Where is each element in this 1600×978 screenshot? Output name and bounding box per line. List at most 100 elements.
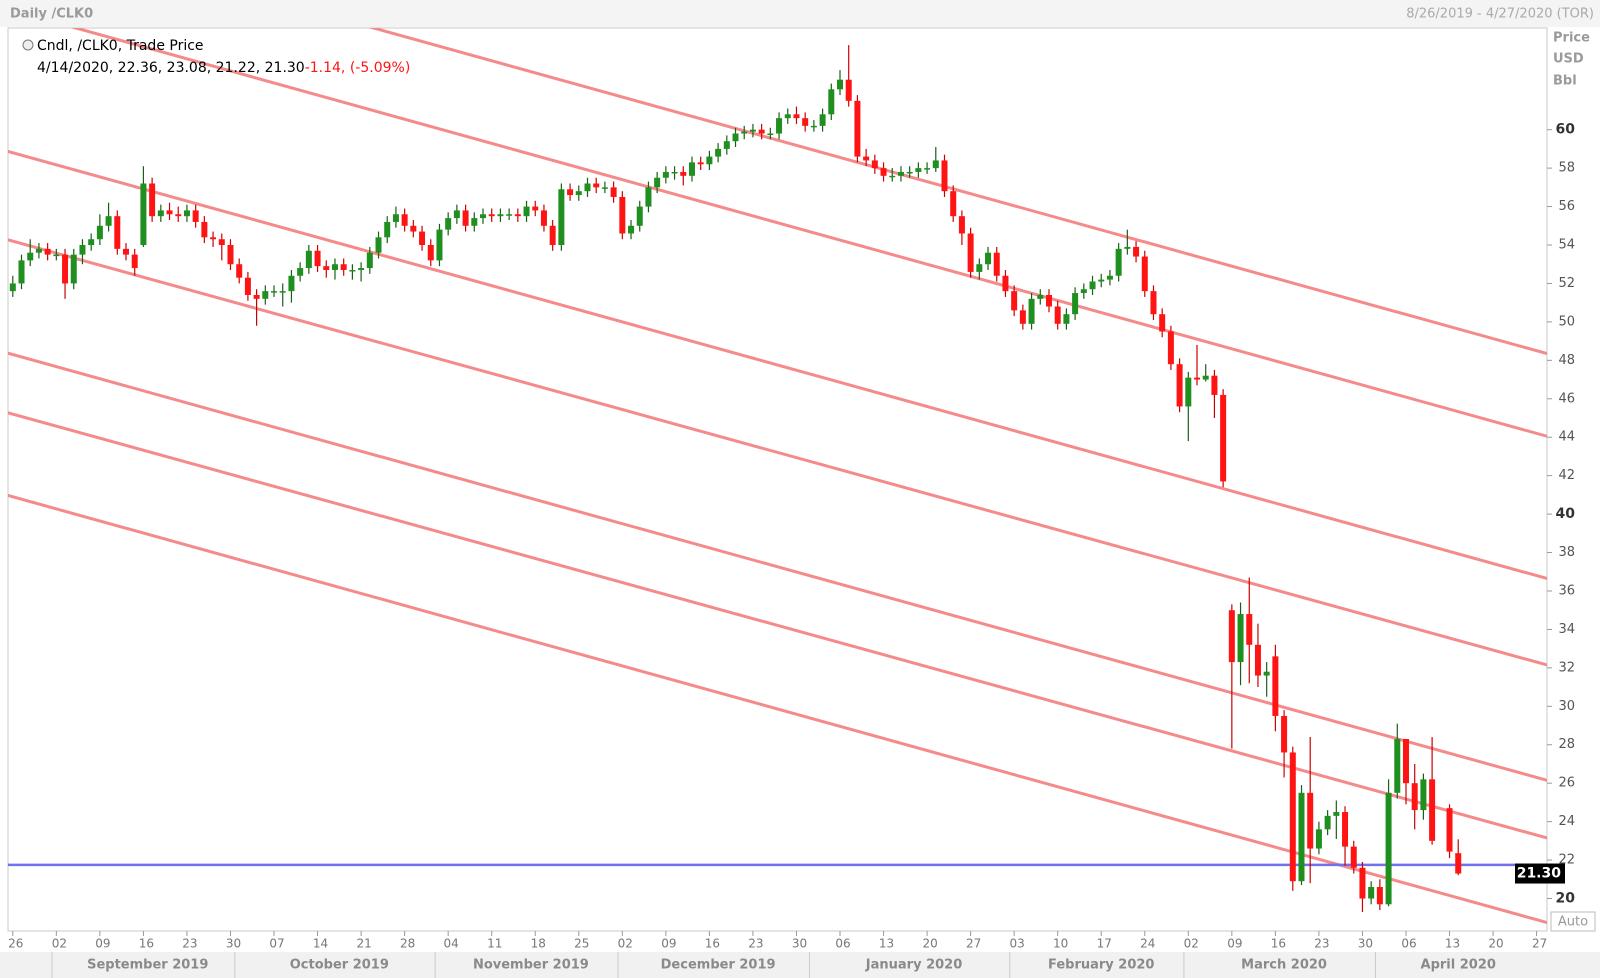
candle-body	[262, 291, 269, 299]
legend-ohlc: 4/14/2020, 22.36, 23.08, 21.22, 21.30	[37, 60, 305, 76]
y-tick-label: 48	[1558, 353, 1575, 368]
candle-body	[288, 275, 295, 292]
header-range: 8/26/2019 - 4/27/2020 (TOR)	[1406, 7, 1594, 22]
candle-body	[1150, 291, 1157, 315]
candle-body	[497, 214, 504, 217]
candle-body	[166, 210, 173, 215]
candle-body	[1359, 867, 1366, 899]
candle-body	[1133, 246, 1140, 257]
candle-body	[514, 214, 521, 217]
y-tick-label: 38	[1558, 545, 1575, 560]
x-tick-label: 09	[95, 937, 110, 951]
y-tick-label: 46	[1558, 391, 1575, 406]
candle-body	[1072, 293, 1079, 315]
x-tick-label: 13	[1445, 937, 1460, 951]
candle-body	[549, 225, 556, 246]
x-tick-label: 07	[269, 937, 284, 951]
candle-body	[114, 216, 121, 249]
candle-body	[1028, 298, 1035, 324]
candle-body	[741, 131, 748, 134]
candle-body	[1194, 377, 1201, 380]
candle-body	[297, 268, 304, 276]
candle-body	[1281, 715, 1288, 753]
candle-body	[218, 239, 225, 246]
trendline	[8, 149, 1547, 581]
trendline	[8, 493, 1547, 925]
candle-body	[105, 216, 112, 226]
candle-body	[680, 171, 687, 176]
y-tick-label: 30	[1558, 699, 1575, 714]
candle-body	[401, 214, 408, 226]
x-tick-label: 23	[1314, 937, 1329, 951]
y-tick-label: 58	[1558, 161, 1575, 176]
auto-button[interactable]	[1550, 911, 1596, 932]
trendline	[70, 28, 1547, 438]
candle-body	[802, 118, 809, 126]
y-tick-label: 26	[1558, 776, 1575, 791]
candle-body	[1455, 853, 1462, 874]
last-price-box	[1515, 863, 1565, 884]
y-tick-label: 42	[1558, 468, 1575, 483]
x-tick-label: 23	[182, 937, 197, 951]
candle-body	[1429, 779, 1436, 841]
candle-body	[758, 129, 765, 134]
candle-body	[88, 239, 95, 246]
candle-body	[436, 229, 443, 261]
auto-button-label[interactable]: Auto	[1558, 915, 1588, 930]
x-tick-label: 26	[8, 937, 23, 951]
candle-body	[445, 218, 452, 230]
legend-icon[interactable]	[22, 39, 34, 51]
candle-body	[480, 214, 487, 219]
candle-body	[358, 268, 365, 270]
month-label: November 2019	[473, 958, 589, 973]
x-tick-label: 21	[356, 937, 371, 951]
candle-body	[1176, 364, 1183, 407]
candle-body	[1080, 289, 1087, 294]
candle-body	[732, 133, 739, 142]
candle-body	[201, 221, 208, 238]
candle-body	[1124, 246, 1131, 249]
candle-body	[131, 254, 138, 269]
candle-body	[349, 269, 356, 272]
x-tick-label: 16	[139, 937, 154, 951]
candle-body	[1402, 738, 1409, 784]
candle-body	[1385, 792, 1392, 905]
candle-body	[837, 79, 844, 90]
y-tick-label: 20	[1556, 891, 1576, 907]
candle-body	[1019, 310, 1026, 324]
candle-body	[967, 233, 974, 272]
candle-body	[1098, 279, 1105, 282]
candle-body	[558, 189, 565, 246]
month-label: March 2020	[1241, 958, 1327, 973]
x-tick-label: 18	[531, 937, 546, 951]
candle-body	[236, 264, 243, 278]
x-tick-label: 17	[1097, 937, 1112, 951]
candle-body	[244, 277, 251, 295]
candle-body	[932, 160, 939, 169]
y-tick-label: 36	[1558, 583, 1575, 598]
candle-body	[567, 189, 574, 196]
candle-body	[1063, 314, 1070, 324]
candle-body	[1228, 610, 1235, 663]
candle-body	[1037, 294, 1044, 299]
axis-label: Bbl	[1553, 74, 1577, 89]
y-tick-label: 44	[1558, 430, 1575, 445]
candle-body	[210, 237, 217, 240]
x-tick-label: 14	[313, 937, 328, 951]
candle-body	[314, 250, 321, 267]
candle-body	[1394, 738, 1401, 793]
candle-body	[149, 183, 156, 217]
candle-body	[419, 231, 426, 246]
candle-body	[375, 237, 382, 253]
x-tick-label: 20	[922, 937, 937, 951]
candle-body	[410, 225, 417, 232]
x-tick-label: 11	[487, 937, 502, 951]
header-bar	[0, 0, 1600, 27]
candle-body	[253, 294, 260, 299]
candle-body	[453, 210, 460, 219]
candle-body	[462, 210, 469, 226]
x-tick-label: 30	[226, 937, 241, 951]
x-tick-label: 09	[661, 937, 676, 951]
candle-body	[1054, 306, 1061, 324]
candle-body	[1106, 275, 1113, 280]
